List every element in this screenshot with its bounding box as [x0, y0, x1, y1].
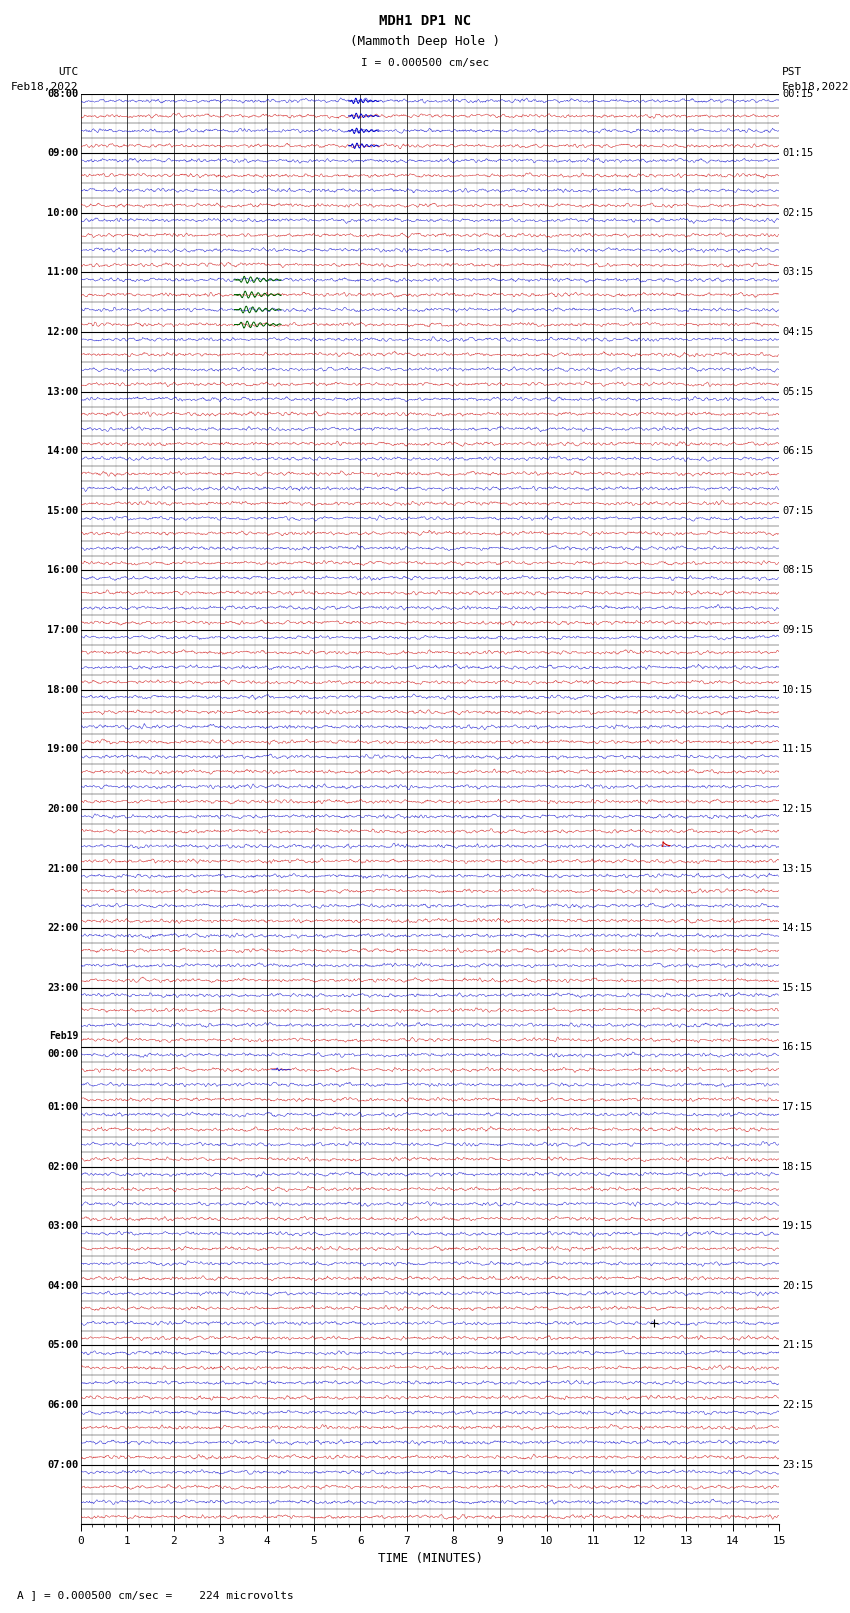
Text: 10:00: 10:00: [47, 208, 78, 218]
Text: 15:00: 15:00: [47, 506, 78, 516]
Text: Feb18,2022: Feb18,2022: [11, 82, 78, 92]
Text: 09:15: 09:15: [782, 626, 813, 636]
Text: I = 0.000500 cm/sec: I = 0.000500 cm/sec: [361, 58, 489, 68]
Text: 06:15: 06:15: [782, 447, 813, 456]
Text: 16:00: 16:00: [47, 566, 78, 576]
Text: 11:15: 11:15: [782, 744, 813, 755]
Text: 09:00: 09:00: [47, 148, 78, 158]
Text: 10:15: 10:15: [782, 684, 813, 695]
Text: 22:00: 22:00: [47, 923, 78, 934]
Text: 03:00: 03:00: [47, 1221, 78, 1231]
Text: 04:15: 04:15: [782, 327, 813, 337]
Text: Feb18,2022: Feb18,2022: [782, 82, 849, 92]
Text: 01:15: 01:15: [782, 148, 813, 158]
Text: 14:15: 14:15: [782, 923, 813, 934]
Text: 00:00: 00:00: [47, 1048, 78, 1060]
Text: 11:00: 11:00: [47, 268, 78, 277]
Text: 22:15: 22:15: [782, 1400, 813, 1410]
Text: 05:15: 05:15: [782, 387, 813, 397]
Text: 12:00: 12:00: [47, 327, 78, 337]
Text: 21:15: 21:15: [782, 1340, 813, 1350]
Text: 21:00: 21:00: [47, 863, 78, 874]
Text: 23:00: 23:00: [47, 982, 78, 992]
Text: 04:00: 04:00: [47, 1281, 78, 1290]
Text: 18:00: 18:00: [47, 684, 78, 695]
Text: 08:00: 08:00: [47, 89, 78, 98]
Text: 13:00: 13:00: [47, 387, 78, 397]
Text: MDH1 DP1 NC: MDH1 DP1 NC: [379, 15, 471, 27]
Text: 13:15: 13:15: [782, 863, 813, 874]
Text: 02:15: 02:15: [782, 208, 813, 218]
Text: 23:15: 23:15: [782, 1460, 813, 1469]
Text: 17:15: 17:15: [782, 1102, 813, 1111]
X-axis label: TIME (MINUTES): TIME (MINUTES): [377, 1552, 483, 1565]
Text: A ] = 0.000500 cm/sec =    224 microvolts: A ] = 0.000500 cm/sec = 224 microvolts: [17, 1590, 294, 1600]
Text: 15:15: 15:15: [782, 982, 813, 992]
Text: PST: PST: [782, 68, 802, 77]
Text: 19:00: 19:00: [47, 744, 78, 755]
Text: 03:15: 03:15: [782, 268, 813, 277]
Text: 07:00: 07:00: [47, 1460, 78, 1469]
Text: Feb19: Feb19: [48, 1031, 78, 1040]
Text: 12:15: 12:15: [782, 803, 813, 815]
Text: 01:00: 01:00: [47, 1102, 78, 1111]
Text: 18:15: 18:15: [782, 1161, 813, 1171]
Text: 17:00: 17:00: [47, 626, 78, 636]
Text: UTC: UTC: [58, 68, 78, 77]
Text: 20:15: 20:15: [782, 1281, 813, 1290]
Text: 19:15: 19:15: [782, 1221, 813, 1231]
Text: 08:15: 08:15: [782, 566, 813, 576]
Text: 05:00: 05:00: [47, 1340, 78, 1350]
Text: 20:00: 20:00: [47, 803, 78, 815]
Text: 07:15: 07:15: [782, 506, 813, 516]
Text: 06:00: 06:00: [47, 1400, 78, 1410]
Text: 02:00: 02:00: [47, 1161, 78, 1171]
Text: (Mammoth Deep Hole ): (Mammoth Deep Hole ): [350, 35, 500, 48]
Text: 00:15: 00:15: [782, 89, 813, 98]
Text: 16:15: 16:15: [782, 1042, 813, 1052]
Text: 14:00: 14:00: [47, 447, 78, 456]
